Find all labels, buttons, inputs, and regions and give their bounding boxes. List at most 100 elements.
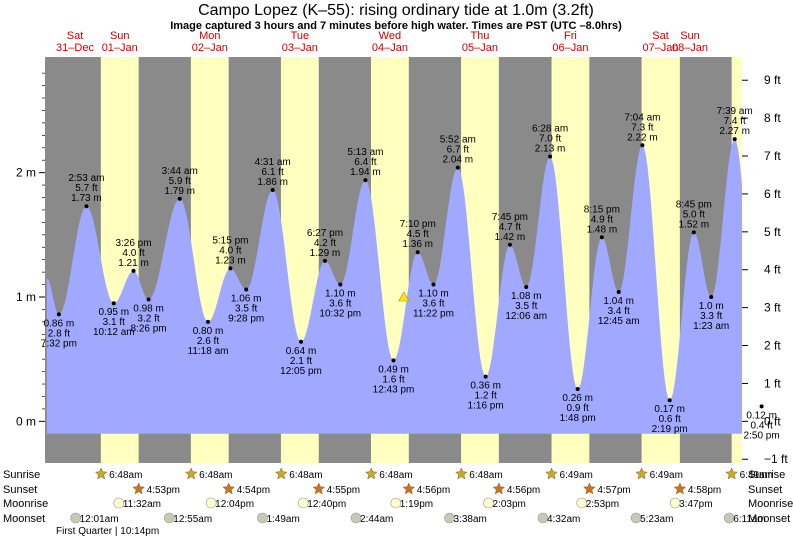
sunset-star-icon [583,482,596,495]
tide-time: 6:28 am [532,123,568,134]
sunrise-time-8: 6:49am [740,470,773,481]
tide-height-ft: 3.2 ft [137,313,159,324]
moonrise-moon-icon [669,497,681,509]
tide-height-m: 1.48 m [587,224,618,235]
tide-area [46,139,742,434]
moonset-time-4: 2:44am [360,514,393,525]
plot-area: 0.86 m2.8 ft7:32 pm 2:53 am5.7 ft1.73 m 0.… [41,57,780,463]
tide-point-1 [56,312,61,317]
tide-annotation-14: 5:13 am6.4 ft1.94 m [347,147,383,178]
tide-point-16 [415,250,420,255]
tide-time: 1:23 am [693,321,729,332]
tide-time: 8:45 pm [676,199,712,210]
tide-height-ft: 1.2 ft [474,391,496,402]
sunrise-star-icon [274,467,288,480]
tide-height-ft: 3.6 ft [329,299,351,310]
tide-height-ft: 7.3 ft [631,122,653,133]
day-date-4: 03–Jan [282,42,318,54]
day-of-week-1: Sat [67,30,84,42]
sunrise-time-2: 6:48am [199,470,232,481]
tide-point-19 [483,374,488,379]
tide-time: 9:28 pm [228,314,264,325]
tide-point-17 [431,282,436,287]
sunset-time-5: 4:56pm [507,485,540,496]
tide-height-m: 0.98 m [133,303,164,314]
tide-time: 10:12 am [93,327,135,338]
tide-height-m: 2.04 m [443,155,474,166]
sunrise-star-icon [184,467,198,480]
now-triangle [398,291,410,302]
day-of-week-4: Tue [291,30,310,42]
tide-height-ft: 3.5 ft [515,301,537,312]
moonset-time-2: 12:55am [173,514,212,525]
tide-time: 4:31 am [255,157,291,168]
day-of-week-5: Wed [379,30,401,42]
day-date-5: 04–Jan [372,42,408,54]
tide-height-m: 1.0 m [699,301,724,312]
tide-annotation-12: 6:27 pm4.2 ft1.29 m [307,228,343,259]
day-date-6: 05–Jan [462,42,498,54]
sunrise-star-icon [94,467,108,480]
tide-time: 1:48 pm [560,413,596,424]
tide-height-m: 1.06 m [231,294,262,305]
tide-annotation-6: 3:44 am5.9 ft1.79 m [162,166,198,197]
tide-height-ft: 2.6 ft [197,336,219,347]
tide-height-m: 1.36 m [402,239,433,250]
moonrise-row-label-right: Moonrise [748,498,793,510]
tide-time: 11:22 pm [413,309,454,320]
day-of-week-9: Sun [680,30,700,42]
tide-point-6 [177,196,182,201]
tide-height-m: 0.49 m [378,364,409,375]
tide-annotation-18: 5:52 am6.7 ft2.04 m [440,135,476,166]
tide-height-ft: 5.9 ft [169,176,191,187]
tide-time: 10:32 pm [319,309,361,320]
right-tick-label-1: 1 ft [764,376,781,390]
moonset-time-1: 12:01am [80,514,119,525]
tide-point-21 [524,285,529,290]
moonset-time-8: 6:11am [733,514,766,525]
tide-time: 12:05 pm [280,366,322,377]
tide-height-m: 2.27 m [719,126,750,137]
tide-height-ft: 7.0 ft [539,133,561,144]
tide-time: 5:13 am [347,147,383,158]
tide-height-ft: 6.1 ft [262,167,284,178]
sunset-star-icon [402,482,416,495]
moonset-row-label-right: Moonset [748,513,790,525]
sunset-row-label-right: Sunset [748,484,782,496]
tide-height-m: 0.95 m [99,307,130,318]
sunrise-time-6: 6:49am [560,470,593,481]
sunset-time-4: 4:56pm [417,485,450,496]
sunset-time-3: 4:55pm [327,485,360,496]
tide-height-m: 0.17 m [654,404,685,415]
moonset-time-5: 3:38am [454,514,487,525]
tide-time: 6:27 pm [307,228,343,239]
moonrise-time-1: 11:32am [123,499,161,510]
tide-annotation-23: 0.26 m0.9 ft1:48 pm [560,393,596,424]
tide-height-m: 1.29 m [310,248,341,259]
tide-height-m: 1.08 m [511,291,542,302]
tide-point-31 [759,404,764,409]
tide-height-m: 0.12 m [746,410,777,421]
sunrise-row-label-right: Sunrise [748,469,785,481]
tide-point-24 [599,235,604,240]
tide-height-ft: 3.5 ft [235,304,257,315]
moonrise-time-3: 12:40pm [307,499,346,510]
tide-height-m: 1.79 m [164,186,195,197]
moonset-time-7: 5:23am [640,514,673,525]
right-tick-label-2: 2 ft [764,339,781,353]
tide-point-26 [640,143,645,148]
tide-annotation-2: 2:53 am5.7 ft1.73 m [68,173,104,204]
tide-height-ft: 2.1 ft [290,356,312,367]
tide-point-11 [299,339,304,344]
tide-time: 7:04 am [624,112,660,123]
tide-height-m: 1.10 m [325,289,356,300]
sunrise-row-label-left: Sunrise [3,469,40,481]
tide-extrema: 0.86 m2.8 ft7:32 pm 2:53 am5.7 ft1.73 m 0.… [41,106,780,441]
tide-height-ft: 2.8 ft [48,328,70,339]
tide-annotation-19: 0.36 m1.2 ft1:16 pm [468,381,504,412]
left-tick-label-2: 2 m [16,166,36,180]
sunset-star-icon [132,482,146,495]
moonset-moon-icon [257,512,268,524]
tide-point-13 [338,282,343,287]
